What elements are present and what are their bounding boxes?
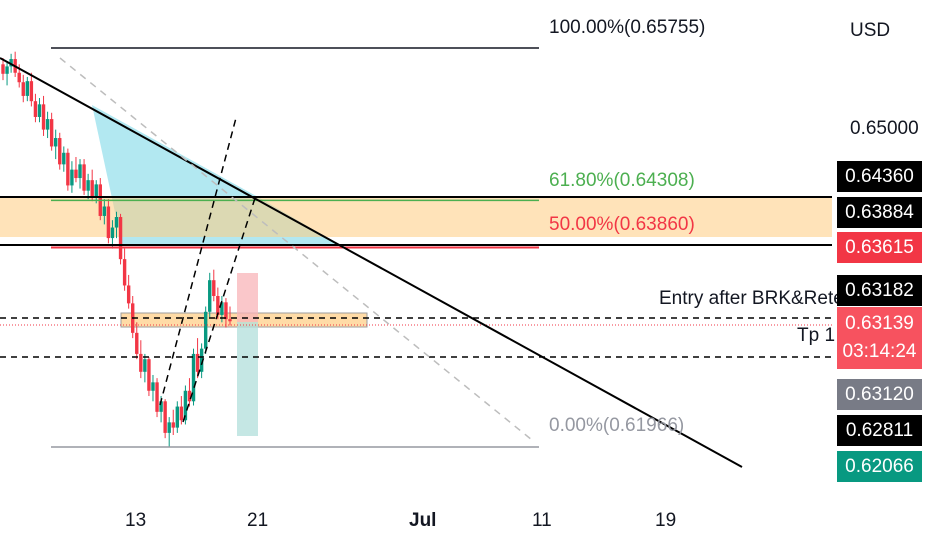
- candle-body: [102, 206, 107, 216]
- x-tick-label: 13: [125, 510, 147, 531]
- fib-level-label: 61.80%(0.64308): [549, 170, 695, 191]
- candle-body: [212, 280, 216, 296]
- candle-body: [21, 82, 25, 96]
- projection-dashed-line: [59, 57, 533, 441]
- candle-body: [159, 401, 163, 412]
- stop-loss-box: [237, 273, 258, 322]
- candle-body: [45, 119, 50, 130]
- price-tag: 0.62066: [837, 451, 922, 482]
- price-tag: 0.63615: [837, 232, 922, 263]
- candle-body: [114, 217, 119, 228]
- candle-body: [66, 152, 70, 186]
- candle-body: [118, 217, 123, 260]
- candle-body: [106, 206, 111, 239]
- price-tag: 0.63120: [837, 379, 922, 410]
- take-profit-box: [237, 322, 258, 436]
- candle-body: [199, 348, 204, 372]
- currency-label: USD: [850, 20, 891, 41]
- candle-body: [183, 390, 188, 421]
- x-tick-label: 19: [655, 510, 677, 531]
- fib-level-label: 50.00%(0.63860): [549, 214, 695, 235]
- fib-level-label: 100.00%(0.65755): [549, 17, 706, 38]
- candle-body: [167, 422, 171, 433]
- candle-body: [25, 81, 30, 96]
- candle-body: [155, 382, 159, 412]
- tp-annotation: Tp 1: [797, 325, 836, 346]
- y-tick-label: 0.65000: [850, 118, 919, 139]
- candle-body: [216, 295, 220, 315]
- candle-body: [151, 382, 155, 391]
- entry-annotation: Entry after BRK&Retest: [659, 288, 859, 309]
- candle-body: [62, 152, 66, 165]
- candle-body: [94, 184, 98, 198]
- candle-body: [70, 169, 74, 186]
- candle-body: [224, 302, 228, 320]
- candle-body: [163, 401, 167, 433]
- candle-body: [53, 138, 58, 147]
- candle-body: [90, 180, 94, 198]
- x-tick-label: 21: [247, 510, 269, 531]
- price-tag: 0.63884: [837, 197, 922, 228]
- candle-body: [208, 280, 212, 312]
- price-tag: 0.64360: [837, 161, 922, 192]
- candle-body: [1, 64, 5, 74]
- candle-body: [58, 138, 62, 165]
- candle-body: [139, 353, 143, 372]
- candle-body: [220, 302, 224, 315]
- candle-body: [135, 332, 139, 354]
- candle-body: [122, 259, 127, 286]
- price-tag: 0.62811: [837, 415, 922, 446]
- descending-trendline: [0, 57, 743, 468]
- candle-body: [126, 285, 131, 304]
- supply-zone: [0, 197, 832, 237]
- candle-body: [228, 319, 232, 322]
- candle-body: [147, 359, 151, 391]
- candle-body: [5, 66, 9, 74]
- channel-lower-line: [182, 194, 257, 423]
- candle-body: [171, 422, 175, 428]
- candle-body: [29, 81, 34, 102]
- last-price-tag: 0.63139 03:14:24: [837, 307, 922, 369]
- channel-upper-line: [159, 117, 237, 406]
- candle-body: [33, 101, 38, 117]
- candle-body: [37, 104, 42, 117]
- candle-body: [49, 119, 54, 147]
- candle-body: [143, 359, 147, 372]
- fib-level-label: 0.00%(0.61966): [549, 415, 685, 436]
- candle-body: [191, 353, 196, 402]
- bar-countdown: 03:14:24: [842, 341, 917, 362]
- candle-body: [17, 72, 21, 83]
- candle-body: [110, 227, 115, 239]
- x-tick-label: 11: [532, 510, 552, 531]
- price-tag: 0.63182: [837, 275, 922, 306]
- candle-body: [203, 311, 208, 349]
- candle-body: [9, 59, 13, 67]
- last-price-value: 0.63139: [845, 313, 914, 334]
- candle-body: [179, 406, 184, 421]
- candle-body: [187, 390, 192, 402]
- candle-body: [195, 353, 200, 372]
- candle-body: [82, 164, 86, 191]
- candle-body: [78, 164, 82, 179]
- x-tick-label: Jul: [409, 510, 437, 531]
- candle-body: [86, 180, 90, 191]
- candle-body: [41, 104, 46, 130]
- candle-body: [74, 169, 78, 179]
- candle-body: [175, 406, 180, 428]
